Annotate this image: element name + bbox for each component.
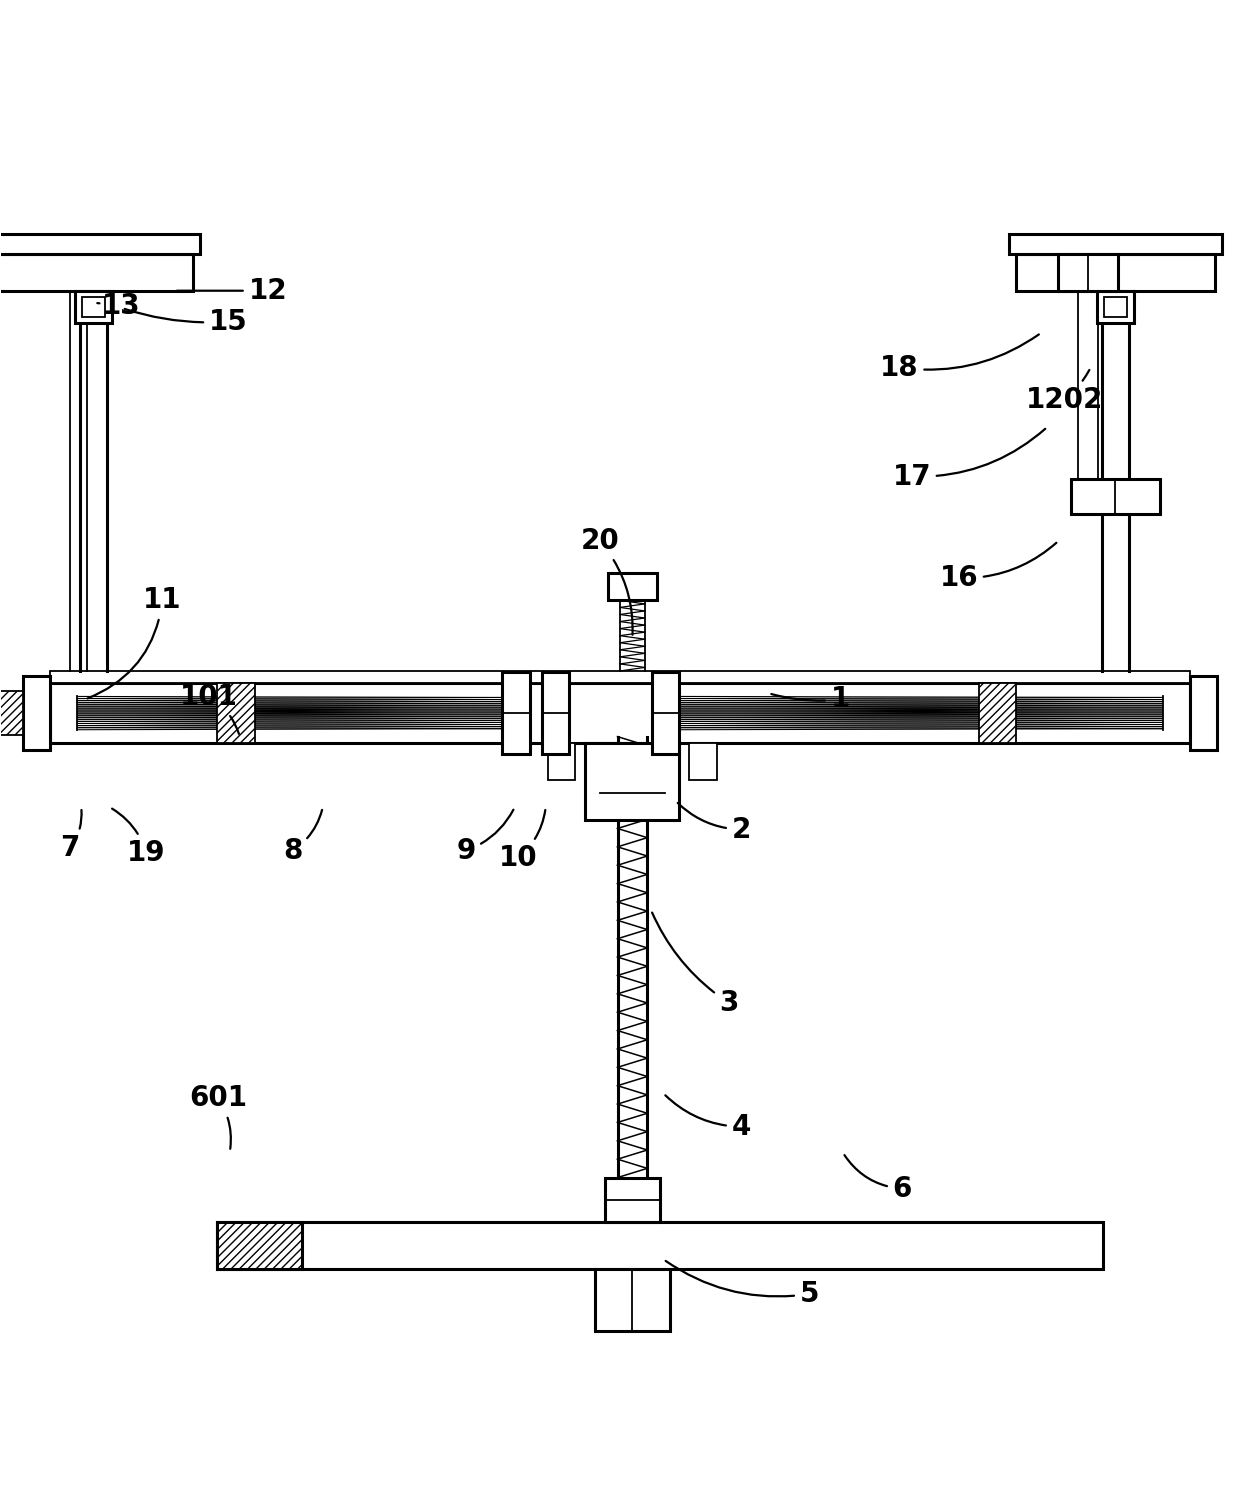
Bar <box>1059 253 1118 291</box>
Text: 8: 8 <box>283 810 322 864</box>
Text: 18: 18 <box>880 334 1039 382</box>
Text: 10: 10 <box>498 810 546 872</box>
Bar <box>548 743 575 780</box>
Bar <box>608 574 657 601</box>
Bar <box>51 683 1189 743</box>
Text: 4: 4 <box>666 1095 751 1141</box>
Bar <box>74 291 112 324</box>
Bar <box>1009 234 1221 253</box>
Text: 601: 601 <box>188 1085 247 1149</box>
Bar <box>82 297 104 316</box>
Bar <box>502 673 529 753</box>
Bar <box>605 1177 660 1222</box>
Text: 7: 7 <box>61 810 82 861</box>
Bar <box>217 1222 1104 1269</box>
Text: 11: 11 <box>88 586 181 698</box>
Bar <box>1071 479 1161 514</box>
Text: 1: 1 <box>771 686 849 713</box>
Bar <box>652 673 680 753</box>
Bar <box>1017 253 1214 291</box>
Text: 1202: 1202 <box>1027 370 1104 413</box>
Text: 15: 15 <box>125 307 248 336</box>
Text: 17: 17 <box>893 428 1045 490</box>
Bar <box>1097 291 1135 324</box>
Text: 19: 19 <box>112 809 165 867</box>
Bar <box>0 253 192 291</box>
Bar <box>51 671 1189 683</box>
Bar <box>980 683 1017 743</box>
Text: 3: 3 <box>652 912 739 1017</box>
Text: 2: 2 <box>678 803 751 843</box>
Text: 6: 6 <box>844 1155 911 1203</box>
Bar <box>0 234 200 253</box>
Bar <box>217 1222 301 1269</box>
Bar <box>689 743 717 780</box>
Text: 12: 12 <box>177 277 286 304</box>
Bar <box>24 676 51 750</box>
Bar <box>542 673 569 753</box>
Bar <box>1105 297 1127 316</box>
Bar <box>585 743 680 819</box>
Text: 16: 16 <box>940 542 1056 592</box>
Text: 20: 20 <box>580 527 632 635</box>
Text: 9: 9 <box>456 810 513 864</box>
Text: 5: 5 <box>666 1261 820 1308</box>
Text: 101: 101 <box>180 683 239 734</box>
Bar <box>1189 676 1216 750</box>
Bar <box>217 683 254 743</box>
Bar <box>595 1269 670 1332</box>
Text: 13: 13 <box>97 292 141 319</box>
Bar <box>0 691 24 736</box>
